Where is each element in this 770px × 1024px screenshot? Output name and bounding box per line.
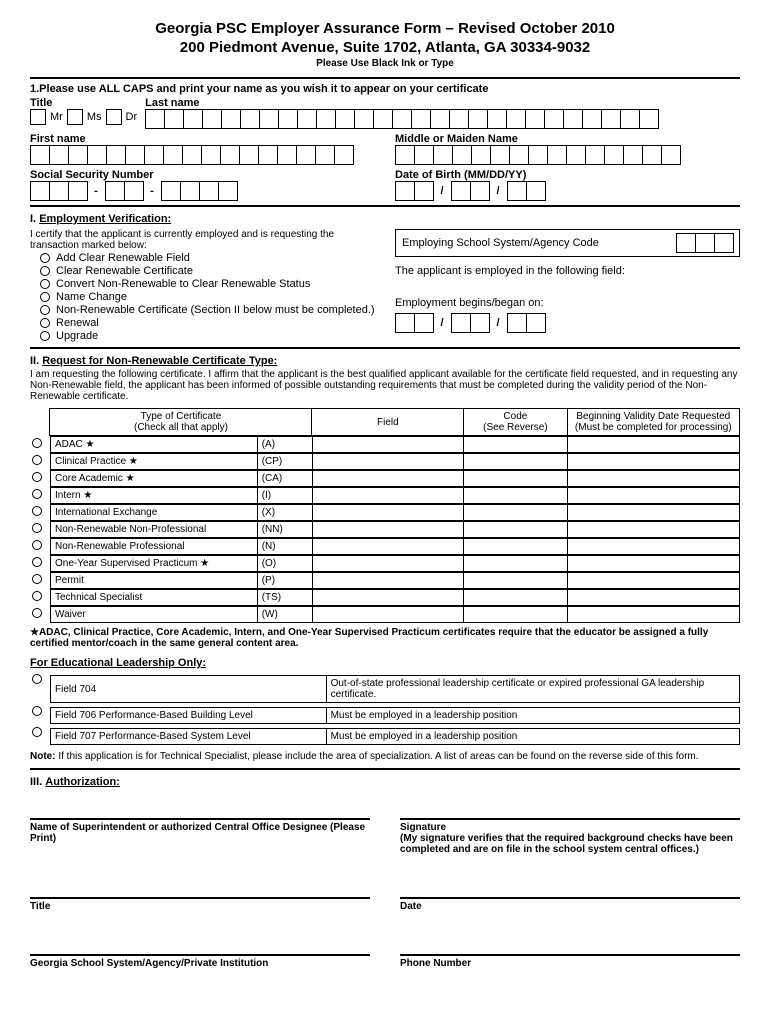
date-sig-label: Date bbox=[400, 901, 740, 912]
cert-row: Clinical Practice ★ (CP) bbox=[30, 453, 740, 470]
cert-radio[interactable] bbox=[32, 506, 42, 516]
cert-row: International Exchange (X) bbox=[30, 504, 740, 521]
lastname-boxes[interactable] bbox=[145, 109, 740, 129]
agency-code-input[interactable] bbox=[676, 233, 733, 253]
cert-row: One-Year Supervised Practicum ★ (O) bbox=[30, 555, 740, 572]
leadership-radio[interactable] bbox=[32, 674, 42, 684]
lastname-label: Last name bbox=[145, 97, 740, 109]
date-line[interactable] bbox=[400, 875, 740, 899]
signature-line[interactable] bbox=[400, 796, 740, 820]
agency-label: Employing School System/Agency Code bbox=[402, 237, 599, 249]
mr-label: Mr bbox=[50, 111, 63, 123]
opt-clear-renewable[interactable]: Clear Renewable Certificate bbox=[30, 265, 375, 277]
dob-label: Date of Birth (MM/DD/YY) bbox=[395, 169, 740, 181]
ssn-label: Social Security Number bbox=[30, 169, 375, 181]
cert-row: ADAC ★ (A) bbox=[30, 436, 740, 453]
signature-label: Signature (My signature verifies that th… bbox=[400, 822, 740, 855]
employment-date-boxes[interactable]: / / bbox=[395, 313, 740, 333]
dr-checkbox[interactable] bbox=[106, 109, 122, 125]
phone-label: Phone Number bbox=[400, 958, 740, 969]
cert-radio[interactable] bbox=[32, 557, 42, 567]
leadership-row: Field 707 Performance-Based System Level… bbox=[30, 724, 740, 745]
superintendent-name-line[interactable] bbox=[30, 796, 370, 820]
cert-row: Technical Specialist (TS) bbox=[30, 589, 740, 606]
cert-radio[interactable] bbox=[32, 608, 42, 618]
certificate-table: Type of Certificate(Check all that apply… bbox=[49, 408, 740, 436]
mr-checkbox[interactable] bbox=[30, 109, 46, 125]
cert-row: Permit (P) bbox=[30, 572, 740, 589]
sectionII-rule bbox=[30, 768, 740, 770]
school-label: Georgia School System/Agency/Private Ins… bbox=[30, 958, 370, 969]
opt-non-renewable[interactable]: Non-Renewable Certificate (Section II be… bbox=[30, 304, 375, 316]
middlename-label: Middle or Maiden Name bbox=[395, 133, 740, 145]
sectionII-num: II. bbox=[30, 355, 39, 367]
form-title: Georgia PSC Employer Assurance Form – Re… bbox=[30, 20, 740, 37]
sectionI-heading: Employment Verification: bbox=[39, 213, 171, 225]
cert-radio[interactable] bbox=[32, 438, 42, 448]
opt-upgrade[interactable]: Upgrade bbox=[30, 330, 375, 342]
title-line[interactable] bbox=[30, 875, 370, 899]
cert-row: Intern ★ (I) bbox=[30, 487, 740, 504]
employed-field-text: The applicant is employed in the followi… bbox=[395, 265, 740, 277]
middlename-boxes[interactable] bbox=[395, 145, 740, 165]
leadership-row: Field 704 Out-of-state professional lead… bbox=[30, 671, 740, 703]
leadership-row: Field 706 Performance-Based Building Lev… bbox=[30, 703, 740, 724]
ms-label: Ms bbox=[87, 111, 102, 123]
cert-radio[interactable] bbox=[32, 574, 42, 584]
title-label: Title bbox=[30, 97, 137, 109]
cert-radio[interactable] bbox=[32, 472, 42, 482]
header-rule bbox=[30, 77, 740, 79]
firstname-label: First name bbox=[30, 133, 375, 145]
sectionIII-num: III. bbox=[30, 776, 42, 788]
cert-row: Waiver (W) bbox=[30, 606, 740, 623]
school-line[interactable] bbox=[30, 932, 370, 956]
sectionI-num: I. bbox=[30, 213, 36, 225]
certify-text: I certify that the applicant is currentl… bbox=[30, 229, 375, 251]
cert-radio[interactable] bbox=[32, 455, 42, 465]
ms-checkbox[interactable] bbox=[67, 109, 83, 125]
phone-line[interactable] bbox=[400, 932, 740, 956]
superintendent-label: Name of Superintendent or authorized Cen… bbox=[30, 822, 370, 844]
ssn-boxes[interactable]: - - bbox=[30, 181, 375, 201]
sectionII-heading: Request for Non-Renewable Certificate Ty… bbox=[42, 355, 277, 367]
sectionII-intro: I am requesting the following certificat… bbox=[30, 369, 740, 402]
section1-rule bbox=[30, 205, 740, 207]
begins-label: Employment begins/began on: bbox=[395, 297, 740, 309]
form-address: 200 Piedmont Avenue, Suite 1702, Atlanta… bbox=[30, 39, 740, 56]
dob-boxes[interactable]: / / bbox=[395, 181, 740, 201]
section1-instruction: 1.Please use ALL CAPS and print your nam… bbox=[30, 83, 740, 95]
dr-label: Dr bbox=[126, 111, 138, 123]
ink-instruction: Please Use Black Ink or Type bbox=[30, 58, 740, 69]
star-footnote: ★ADAC, Clinical Practice, Core Academic,… bbox=[30, 627, 740, 649]
cert-row: Non-Renewable Non-Professional (NN) bbox=[30, 521, 740, 538]
leadership-radio[interactable] bbox=[32, 706, 42, 716]
cert-radio[interactable] bbox=[32, 540, 42, 550]
firstname-boxes[interactable] bbox=[30, 145, 375, 165]
opt-name-change[interactable]: Name Change bbox=[30, 291, 375, 303]
sectionI-rule bbox=[30, 347, 740, 349]
form-header: Georgia PSC Employer Assurance Form – Re… bbox=[30, 20, 740, 69]
opt-renewal[interactable]: Renewal bbox=[30, 317, 375, 329]
cert-row: Non-Renewable Professional (N) bbox=[30, 538, 740, 555]
title-sig-label: Title bbox=[30, 901, 370, 912]
opt-add-clear[interactable]: Add Clear Renewable Field bbox=[30, 252, 375, 264]
cert-row: Core Academic ★ (CA) bbox=[30, 470, 740, 487]
opt-convert[interactable]: Convert Non-Renewable to Clear Renewable… bbox=[30, 278, 375, 290]
agency-code-box: Employing School System/Agency Code bbox=[395, 229, 740, 257]
leadership-heading: For Educational Leadership Only: bbox=[30, 657, 740, 669]
cert-radio[interactable] bbox=[32, 523, 42, 533]
sectionIII-heading: Authorization: bbox=[45, 776, 120, 788]
cert-radio[interactable] bbox=[32, 489, 42, 499]
cert-radio[interactable] bbox=[32, 591, 42, 601]
leadership-radio[interactable] bbox=[32, 727, 42, 737]
note-text: Note: If this application is for Technic… bbox=[30, 751, 740, 762]
